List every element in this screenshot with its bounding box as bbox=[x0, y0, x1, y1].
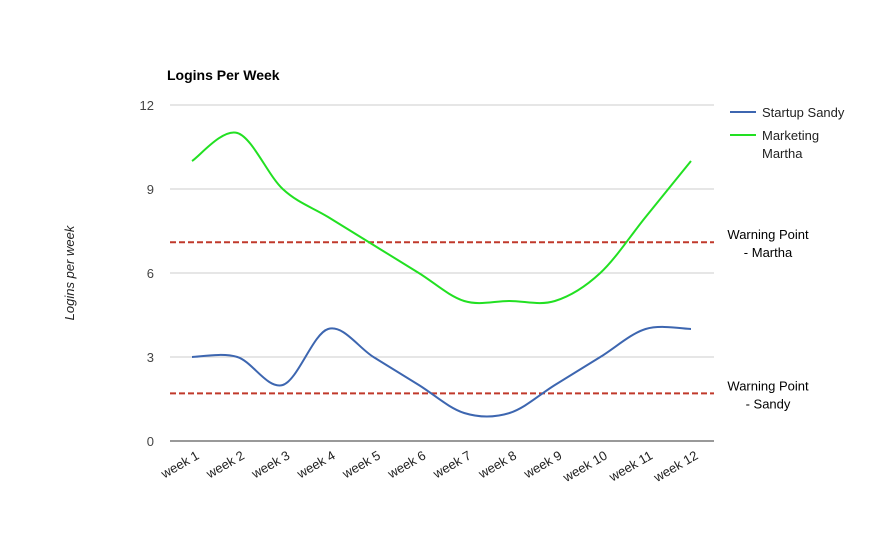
y-tick-label: 3 bbox=[147, 350, 154, 365]
warning-label: Warning Point bbox=[727, 378, 809, 393]
x-tick-label: week 10 bbox=[559, 448, 609, 486]
x-tick-label: week 12 bbox=[650, 448, 700, 486]
series-line-1 bbox=[191, 131, 692, 305]
x-tick-label: week 1 bbox=[157, 448, 201, 482]
x-tick-label: week 7 bbox=[430, 448, 474, 482]
x-tick-label: week 3 bbox=[248, 448, 292, 482]
y-tick-label: 6 bbox=[147, 266, 154, 281]
legend-label: Marketing Martha bbox=[762, 128, 819, 161]
x-tick-label: week 9 bbox=[520, 448, 564, 482]
y-tick-label: 12 bbox=[140, 98, 154, 113]
x-tick-label: week 2 bbox=[203, 448, 247, 482]
x-tick-label: week 5 bbox=[339, 448, 383, 482]
chart-title: Logins Per Week bbox=[167, 67, 280, 83]
series-line-0 bbox=[191, 325, 692, 418]
legend-label: Startup Sandy bbox=[762, 105, 845, 120]
x-tick-label: week 8 bbox=[475, 448, 519, 482]
warning-label: Warning Point bbox=[727, 227, 809, 242]
x-tick-label: week 4 bbox=[294, 448, 338, 482]
y-tick-label: 0 bbox=[147, 434, 154, 449]
warning-label: - Martha bbox=[744, 245, 793, 260]
y-axis-label: Logins per week bbox=[62, 224, 77, 320]
y-tick-label: 9 bbox=[147, 182, 154, 197]
x-tick-label: week 11 bbox=[606, 448, 655, 485]
warning-label: - Sandy bbox=[746, 396, 791, 411]
x-tick-label: week 6 bbox=[384, 448, 428, 482]
